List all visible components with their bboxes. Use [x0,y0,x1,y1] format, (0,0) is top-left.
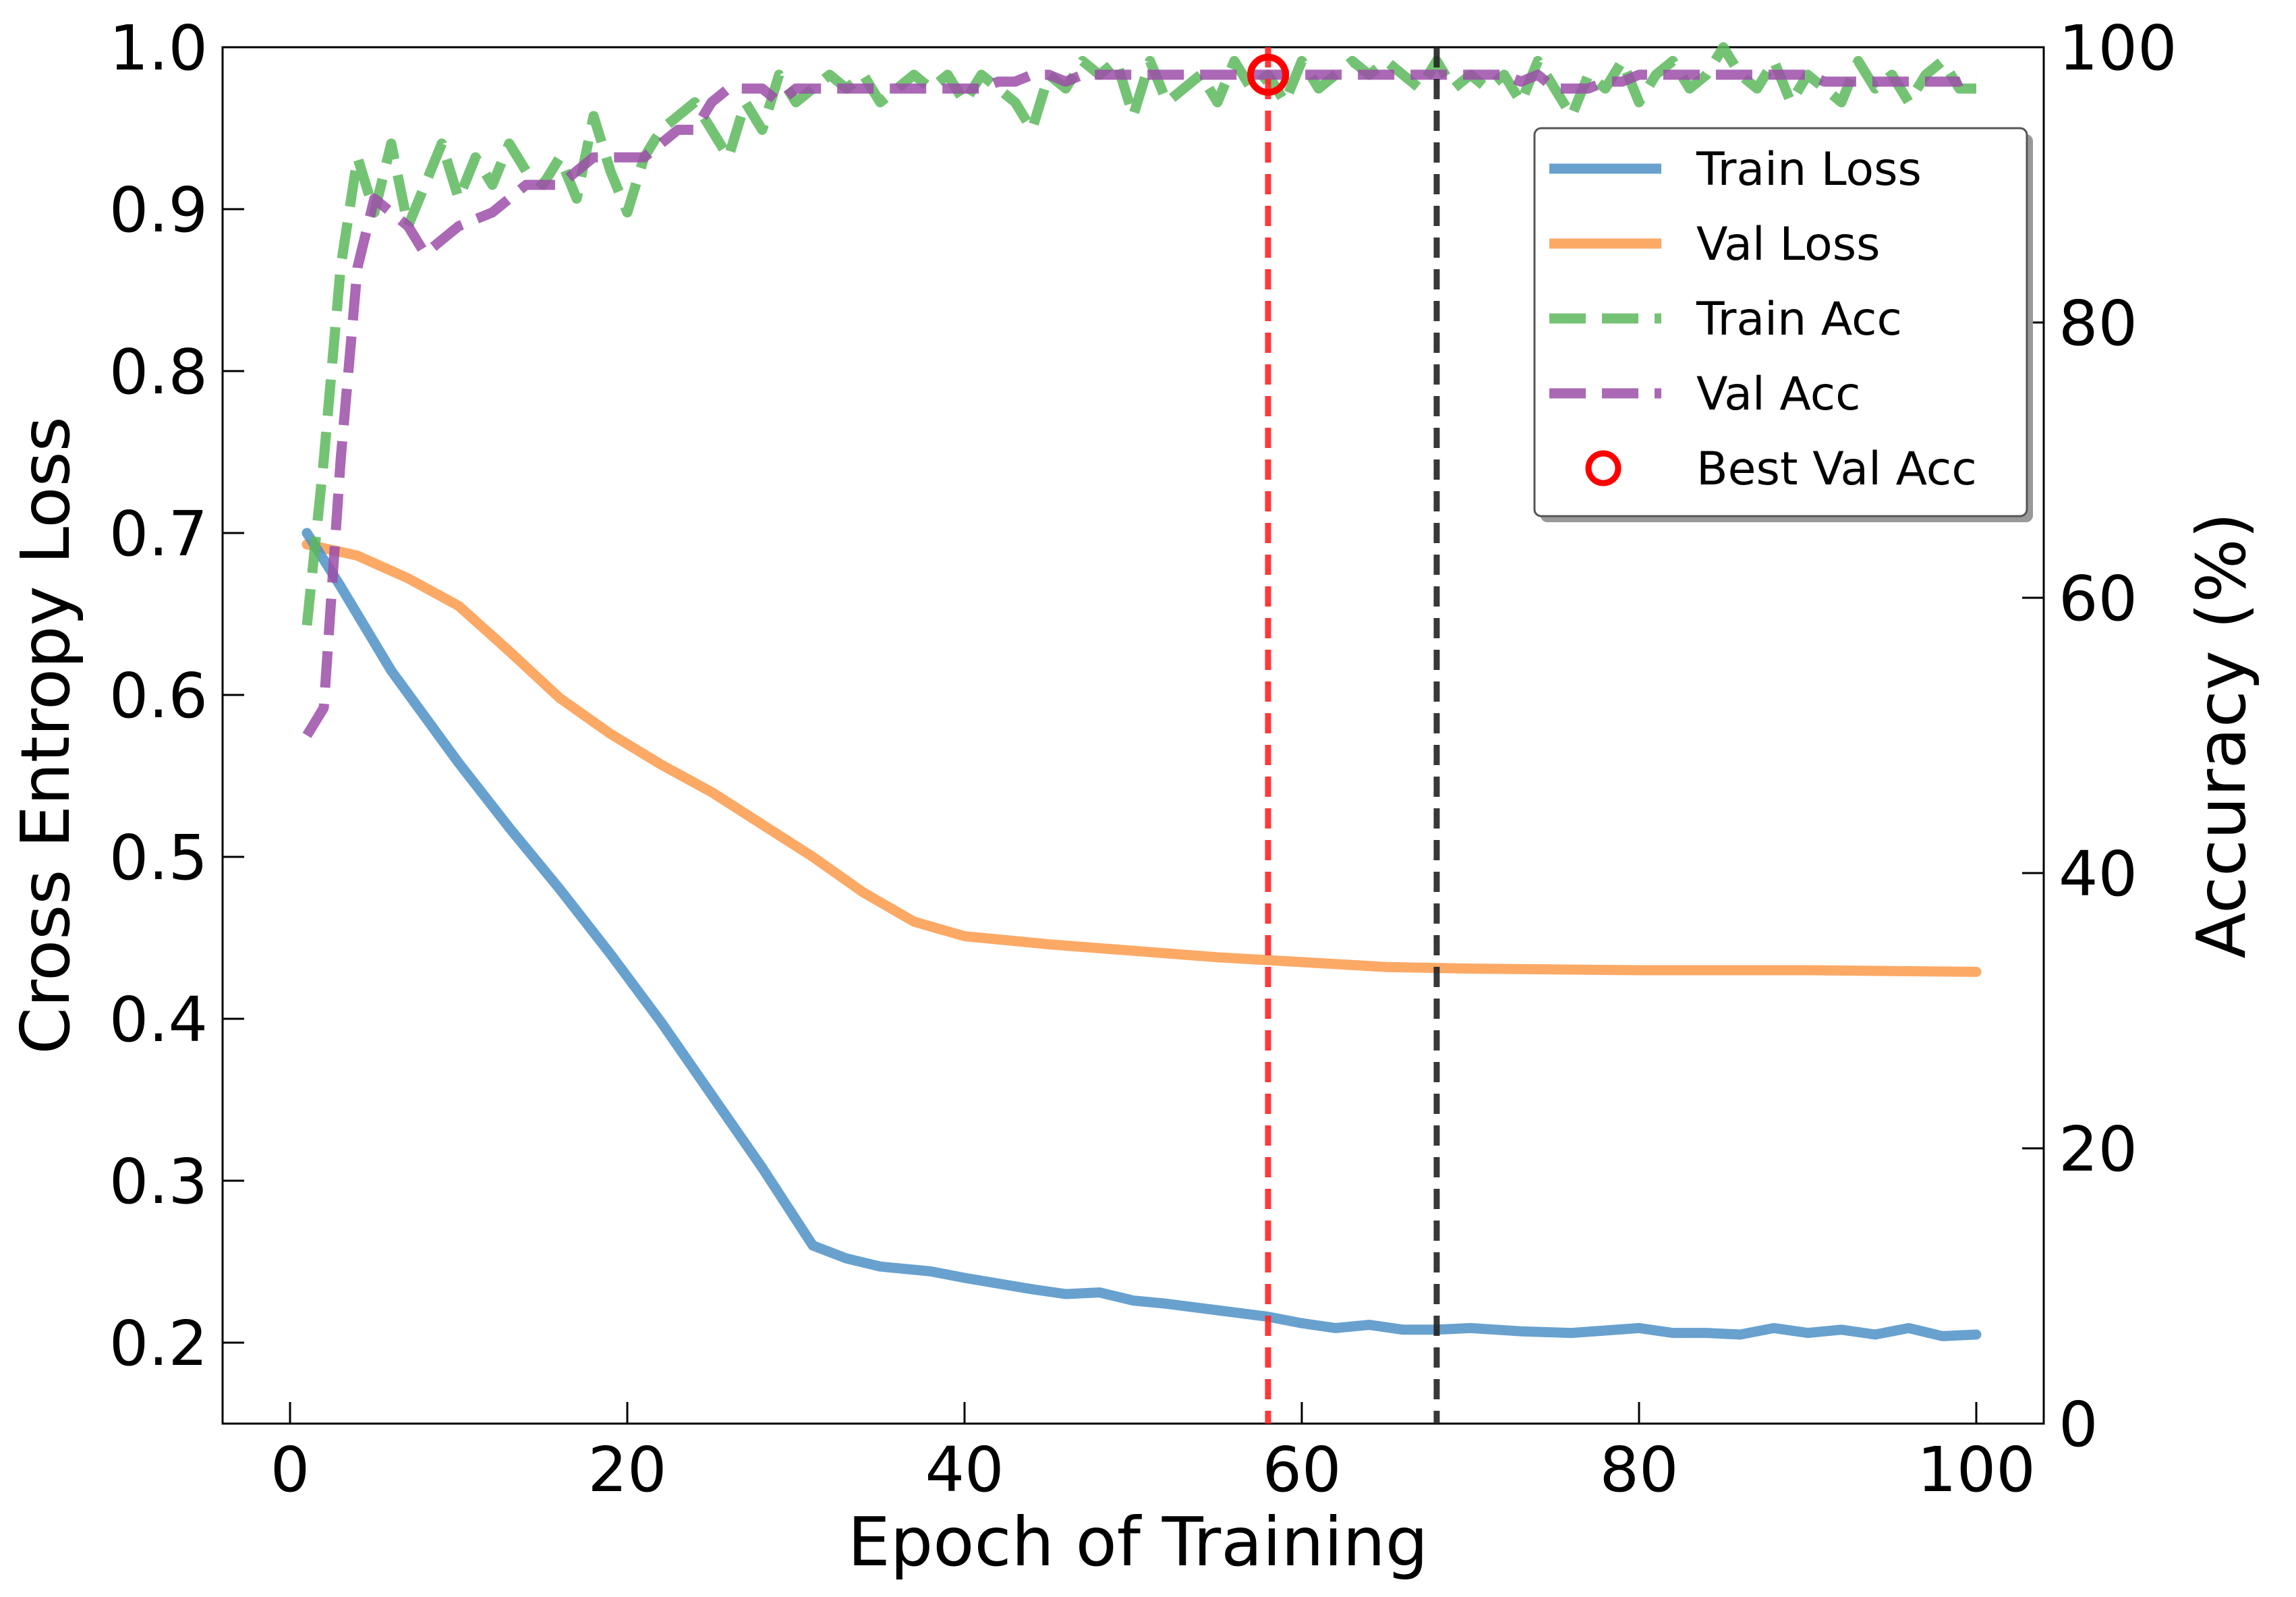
best-val-acc-marker [1247,53,1289,96]
x-tick-label: 0 [270,1434,310,1506]
y-tick-label-left: 0.8 [109,336,208,408]
x-axis-label: Epoch of Training [848,1503,1429,1581]
y-tick-label-right: 100 [2059,12,2177,84]
x-tick-label: 60 [1262,1434,1341,1506]
axes-layer [221,46,2045,1425]
legend-box [1533,127,2028,517]
y-axis-label-left: Cross Entropy Loss [6,416,85,1055]
y-tick-label-right: 40 [2059,838,2137,910]
legend-label-best-val-acc: Best Val Acc [1696,443,1977,496]
x-tick-label: 20 [587,1434,666,1506]
y-tick-label-right: 80 [2059,287,2137,360]
y-tick-label-right: 20 [2059,1113,2137,1185]
x-tick-label: 100 [1917,1434,2036,1506]
x-tick-label: 80 [1599,1434,1678,1506]
legend: Train Loss Val Loss Train Acc Val Acc Best V… [1533,127,2033,522]
ticks-layer: 0 20 40 60 80 100 0.2 0.3 0.4 0.5 0.6 0.7 0.8 0.9 1.0 0… [109,12,2177,1506]
data-layer [302,42,1982,1424]
y-tick-label-left: 0.7 [109,498,208,570]
y-tick-label-left: 0.6 [109,660,208,732]
y-tick-label-right: 0 [2059,1389,2098,1461]
y-tick-label-left: 0.9 [109,174,208,246]
legend-label-train-acc: Train Acc [1696,293,1902,346]
plot-frame [221,46,2045,1425]
labels-layer: Epoch of Training Cross Entropy Loss Acc… [6,416,2261,1581]
series-line-val-loss [302,539,1982,977]
y-tick-label-right: 60 [2059,563,2137,635]
legend-label-val-loss: Val Loss [1696,218,1881,271]
y-tick-label-left: 1.0 [109,12,208,84]
y-tick-label-left: 0.3 [109,1146,208,1218]
y-tick-label-left: 0.5 [109,822,208,894]
y-tick-label-left: 0.4 [109,984,208,1056]
legend-label-val-acc: Val Acc [1696,368,1861,421]
series-line-train-loss [302,528,1982,1341]
y-tick-label-left: 0.2 [109,1308,208,1380]
series-line-val-acc [302,69,1978,738]
x-tick-label: 40 [925,1434,1004,1506]
legend-label-train-loss: Train Loss [1696,143,1922,196]
series-line-train-acc [302,42,1976,626]
legend-swatch-best-val-acc [1585,450,1621,486]
y-axis-label-right: Accuracy (%) [2182,512,2261,958]
